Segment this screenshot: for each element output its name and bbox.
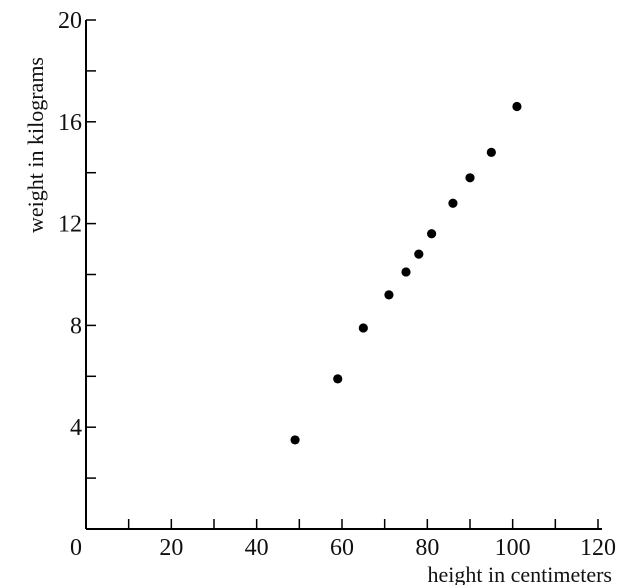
x-axis-label: height in centimeters xyxy=(428,562,613,585)
data-point xyxy=(414,249,424,259)
x-tick-label: 60 xyxy=(330,535,354,561)
data-point xyxy=(333,374,343,384)
data-point xyxy=(465,173,475,183)
x-tick-label: 100 xyxy=(495,535,531,561)
y-tick-label: 4 xyxy=(70,415,82,441)
ticks xyxy=(86,19,599,529)
data-point xyxy=(512,101,522,112)
x-tick-label: 20 xyxy=(159,535,183,561)
x-tick-label: 120 xyxy=(580,535,616,561)
data-point xyxy=(401,267,411,277)
x-tick-label: 0 xyxy=(70,535,82,561)
data-points xyxy=(290,101,522,445)
y-tick-label: 12 xyxy=(58,212,82,238)
data-point xyxy=(427,229,437,239)
x-tick-label: 80 xyxy=(415,535,439,561)
data-point xyxy=(486,147,496,157)
data-point xyxy=(384,290,394,300)
data-point xyxy=(358,323,368,333)
axes xyxy=(85,20,602,530)
data-point xyxy=(448,198,458,208)
y-tick-label: 16 xyxy=(58,110,82,136)
data-point xyxy=(290,435,300,445)
tick-labels: 0 20 40 60 80 100 120 4 8 12 16 20 xyxy=(58,8,616,561)
y-tick-label: 20 xyxy=(58,8,82,34)
y-tick-label: 8 xyxy=(70,313,82,339)
y-axis-label: weight in kilograms xyxy=(23,57,48,233)
x-tick-label: 40 xyxy=(245,535,269,561)
